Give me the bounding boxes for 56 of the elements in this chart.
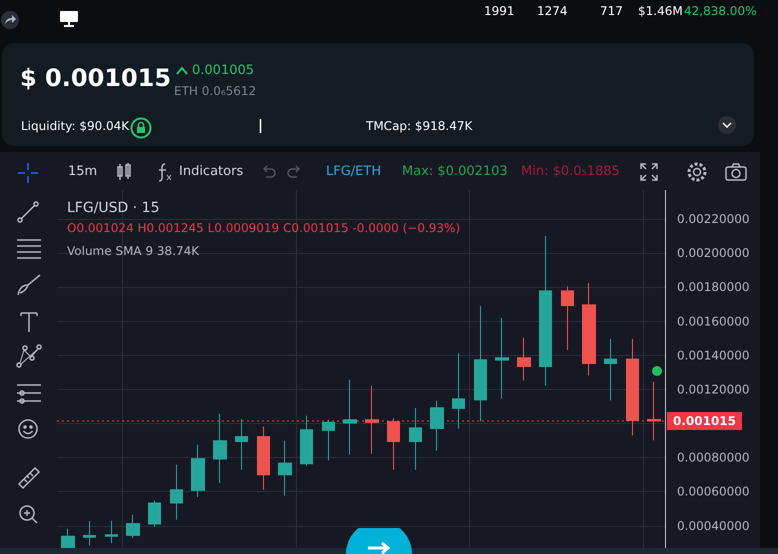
- text: 0.001005: [192, 63, 254, 78]
- candlestick: [647, 381, 661, 441]
- candlestick: [409, 408, 422, 470]
- text: TMCap: $918.47K: [366, 119, 472, 133]
- candlestick: [474, 305, 487, 422]
- text: Max: $0.002103: [402, 164, 508, 179]
- candlestick: [191, 444, 205, 498]
- text: Indicators: [179, 164, 244, 179]
- candlestick: [278, 440, 292, 496]
- candlestick: [213, 413, 227, 484]
- candlestick: [61, 528, 75, 548]
- annotation: Volume SMA 9 38.74K: [67, 244, 200, 258]
- candlestick: [343, 379, 357, 456]
- candlestick: [495, 317, 509, 399]
- candlestick: [517, 337, 531, 381]
- candlestick: [365, 385, 379, 454]
- text: 1274: [537, 4, 568, 18]
- candlestick: [582, 282, 596, 376]
- y-tick-label: 0.00080000: [677, 450, 750, 465]
- candlestick: [452, 352, 465, 429]
- text: 15m: [68, 164, 98, 179]
- text: $1.46M: [638, 4, 683, 18]
- y-tick-label: 0.00160000: [677, 314, 750, 328]
- candlestick: [561, 286, 574, 350]
- text: 42,838.00%: [684, 4, 756, 18]
- candlestick: [257, 426, 270, 490]
- candlestick: [148, 500, 161, 528]
- text: 717: [600, 4, 623, 18]
- candlestick: [539, 236, 552, 386]
- text: 1991: [484, 4, 515, 18]
- candlestick: [604, 338, 617, 401]
- candlestick: [105, 520, 118, 544]
- y-tick-label: 0.00200000: [677, 246, 750, 260]
- candlestick: [235, 418, 248, 470]
- y-tick-label: 0.00120000: [677, 382, 750, 396]
- candlestick: [83, 520, 96, 546]
- y-tick-label: 0.00140000: [677, 348, 750, 362]
- y-tick-label: 0.00040000: [677, 518, 750, 533]
- candlestick: [126, 514, 140, 538]
- text: O0.001024 H0.001245 L0.0009019 C0.001015 -0.0000 (−0.93%): [67, 221, 460, 235]
- candlestick: [170, 464, 183, 520]
- text: LFG/USD · 15: [67, 200, 160, 216]
- y-tick-label: 0.00060000: [677, 484, 750, 499]
- candlestick: [430, 400, 444, 452]
- ref-line-label: 0.001015: [673, 414, 736, 428]
- candlestick: [387, 418, 400, 470]
- text: Min: $0.0₅1885: [521, 164, 620, 179]
- text: ETH 0.0₆5612: [174, 84, 256, 98]
- text: Liquidity: $90.04K: [21, 119, 130, 133]
- text: LFG/ETH: [326, 164, 382, 179]
- text: $ 0.001015: [20, 64, 172, 92]
- candlestick: [300, 415, 313, 466]
- candlestick: [322, 419, 335, 461]
- y-tick-label: 0.00180000: [677, 280, 750, 294]
- candlestick: [626, 338, 639, 436]
- y-tick-label: 0.00220000: [677, 212, 750, 226]
